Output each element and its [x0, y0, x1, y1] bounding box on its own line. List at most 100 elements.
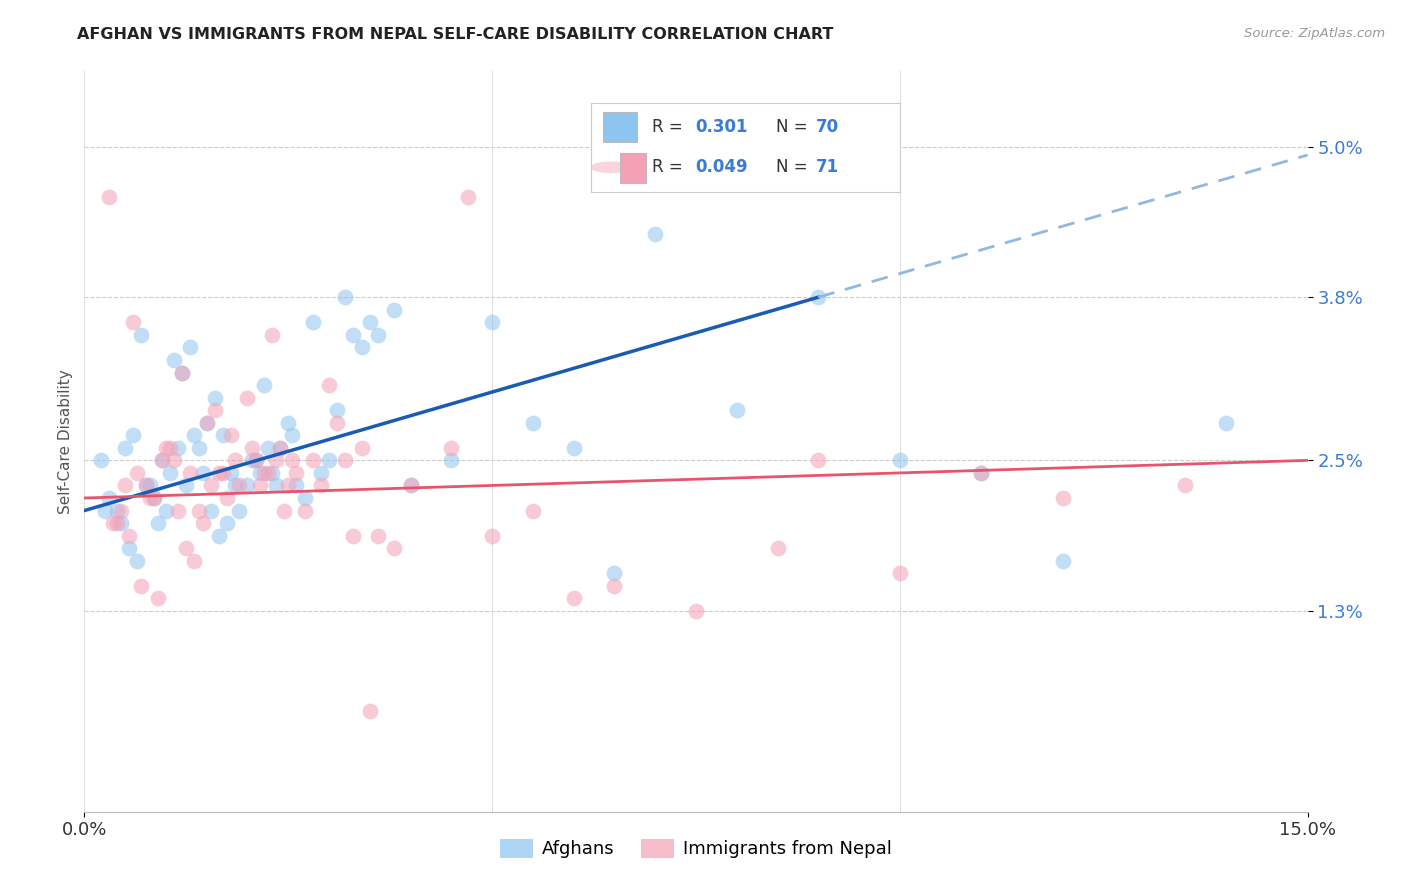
- Point: [350, 340, 373, 354]
- Point: [90, 453, 112, 467]
- Point: [212, 466, 235, 480]
- Point: [127, 554, 149, 568]
- Point: [457, 190, 479, 204]
- Point: [359, 315, 381, 329]
- Point: [285, 478, 308, 492]
- Bar: [620, 153, 647, 183]
- Point: [522, 416, 544, 430]
- Point: [807, 453, 830, 467]
- Point: [219, 428, 242, 442]
- Point: [240, 441, 263, 455]
- Text: 70: 70: [817, 118, 839, 136]
- Text: N =: N =: [776, 118, 813, 136]
- Point: [562, 591, 585, 606]
- Point: [382, 541, 405, 556]
- Point: [217, 491, 239, 505]
- Point: [309, 478, 332, 492]
- Point: [138, 491, 160, 505]
- Point: [249, 478, 271, 492]
- Point: [159, 466, 181, 480]
- Point: [236, 391, 259, 405]
- Point: [122, 315, 145, 329]
- Point: [187, 441, 209, 455]
- Text: Source: ZipAtlas.com: Source: ZipAtlas.com: [1244, 27, 1385, 40]
- Point: [135, 478, 157, 492]
- Point: [236, 478, 259, 492]
- Point: [191, 516, 214, 530]
- Point: [335, 290, 357, 304]
- Point: [335, 453, 357, 467]
- Point: [350, 441, 373, 455]
- Point: [167, 503, 190, 517]
- Point: [603, 579, 626, 593]
- Point: [105, 516, 128, 530]
- Point: [522, 503, 544, 517]
- Point: [118, 529, 141, 543]
- Point: [245, 453, 267, 467]
- Point: [219, 466, 242, 480]
- Point: [257, 466, 280, 480]
- Point: [359, 704, 381, 718]
- Text: R =: R =: [652, 158, 689, 177]
- Point: [889, 566, 911, 581]
- Point: [1052, 554, 1074, 568]
- Point: [228, 478, 250, 492]
- Point: [301, 453, 323, 467]
- Point: [562, 441, 585, 455]
- Point: [970, 466, 993, 480]
- Point: [367, 529, 389, 543]
- Text: 0.301: 0.301: [696, 118, 748, 136]
- Point: [228, 503, 250, 517]
- Point: [204, 391, 226, 405]
- Point: [142, 491, 165, 505]
- Point: [97, 491, 120, 505]
- Point: [440, 441, 463, 455]
- Point: [105, 503, 128, 517]
- Point: [440, 453, 463, 467]
- Point: [179, 466, 201, 480]
- Point: [240, 453, 263, 467]
- Point: [260, 327, 283, 342]
- Point: [101, 516, 124, 530]
- Point: [301, 315, 323, 329]
- Point: [285, 466, 308, 480]
- Point: [342, 327, 364, 342]
- Point: [217, 516, 239, 530]
- Point: [260, 466, 283, 480]
- Point: [399, 478, 422, 492]
- Point: [172, 366, 194, 380]
- Point: [155, 503, 177, 517]
- Point: [326, 403, 349, 417]
- Point: [187, 503, 209, 517]
- Point: [208, 529, 231, 543]
- Point: [294, 503, 316, 517]
- Point: [294, 491, 316, 505]
- Point: [245, 453, 267, 467]
- Point: [264, 478, 287, 492]
- Point: [135, 478, 157, 492]
- Y-axis label: Self-Care Disability: Self-Care Disability: [58, 369, 73, 514]
- Point: [195, 416, 218, 430]
- Point: [481, 529, 503, 543]
- Point: [269, 441, 291, 455]
- Point: [163, 353, 186, 368]
- Point: [318, 378, 340, 392]
- Point: [807, 290, 830, 304]
- Point: [326, 416, 349, 430]
- Point: [277, 416, 299, 430]
- Point: [97, 190, 120, 204]
- Point: [1052, 491, 1074, 505]
- Point: [281, 453, 304, 467]
- Point: [127, 466, 149, 480]
- Point: [204, 403, 226, 417]
- Point: [253, 378, 276, 392]
- Point: [208, 466, 231, 480]
- Point: [367, 327, 389, 342]
- Point: [131, 327, 153, 342]
- Point: [174, 541, 197, 556]
- Point: [277, 478, 299, 492]
- Legend: Afghans, Immigrants from Nepal: Afghans, Immigrants from Nepal: [494, 832, 898, 865]
- Point: [195, 416, 218, 430]
- Point: [766, 541, 789, 556]
- Point: [1215, 416, 1237, 430]
